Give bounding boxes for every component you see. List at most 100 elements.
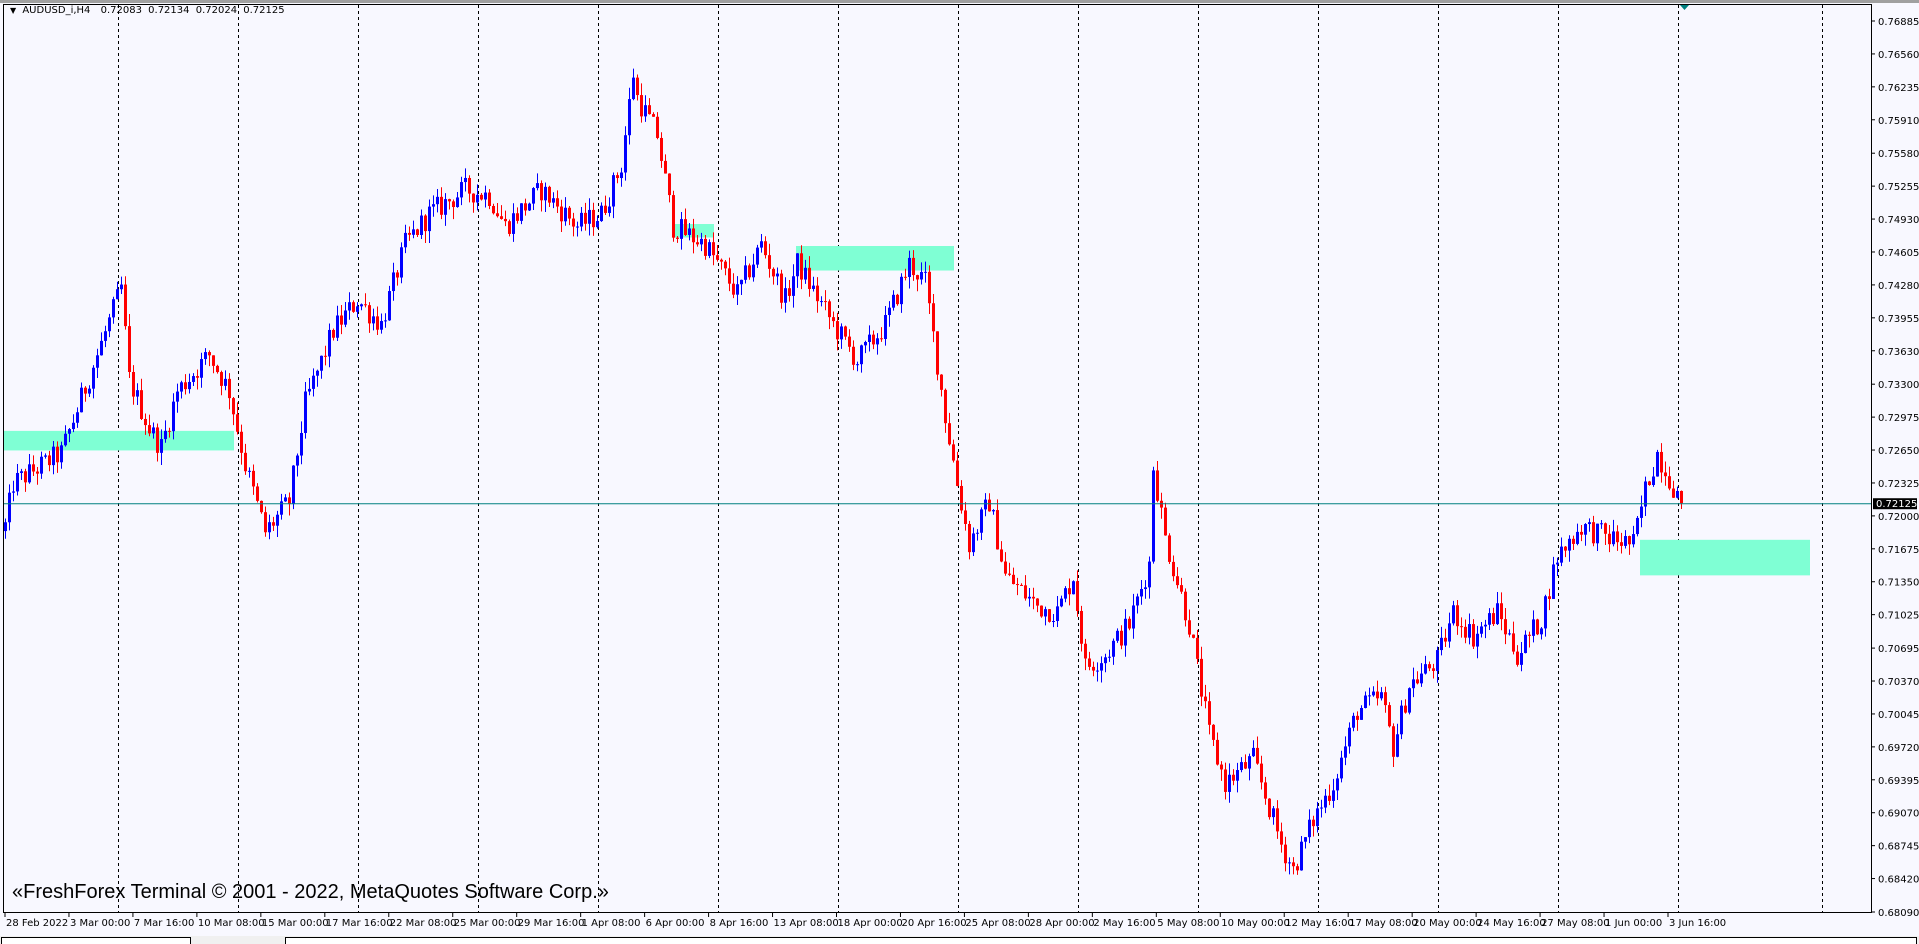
bull-candle bbox=[924, 271, 927, 273]
bear-candle bbox=[48, 455, 51, 466]
bull-candle bbox=[884, 315, 887, 339]
bear-candle bbox=[1680, 490, 1683, 504]
bear-candle bbox=[672, 195, 675, 238]
bull-candle bbox=[1044, 609, 1047, 617]
bear-candle bbox=[1660, 451, 1663, 473]
price-tick-label: 0.70045 bbox=[1878, 710, 1919, 721]
bull-candle bbox=[1520, 653, 1523, 665]
bear-candle bbox=[500, 216, 503, 219]
chart-shift-marker-icon[interactable] bbox=[1680, 5, 1689, 10]
bull-candle bbox=[840, 326, 843, 340]
bull-candle bbox=[972, 533, 975, 553]
bear-candle bbox=[1528, 634, 1531, 636]
bull-candle bbox=[1496, 603, 1499, 625]
bull-candle bbox=[100, 340, 103, 356]
bear-candle bbox=[332, 329, 335, 338]
price-tick-label: 0.69395 bbox=[1878, 776, 1919, 787]
bull-candle bbox=[1236, 770, 1239, 781]
bull-candle bbox=[596, 221, 599, 228]
zone-rectangle bbox=[4, 430, 234, 451]
bear-candle bbox=[468, 177, 471, 194]
bull-candle bbox=[1556, 562, 1559, 565]
bull-candle bbox=[20, 471, 23, 473]
bull-candle bbox=[512, 213, 515, 234]
time-axis[interactable]: 28 Feb 2022 3 Mar 00:00 7 Mar 16:00 10 Mar … bbox=[4, 912, 1726, 929]
bear-candle bbox=[1172, 561, 1175, 577]
bull-candle bbox=[856, 364, 859, 366]
price-tick-label: 0.72650 bbox=[1878, 446, 1919, 457]
bull-candle bbox=[304, 391, 307, 433]
bear-candle bbox=[712, 242, 715, 256]
bull-candle bbox=[1108, 656, 1111, 658]
bear-candle bbox=[1672, 488, 1675, 498]
bull-candle bbox=[464, 177, 467, 183]
triangle-down-icon[interactable]: ▼ bbox=[10, 6, 17, 15]
ohlc-open: 0.72083 bbox=[100, 5, 142, 16]
bull-candle bbox=[76, 412, 79, 423]
bear-candle bbox=[368, 305, 371, 324]
bull-candle bbox=[1636, 517, 1639, 535]
bull-candle bbox=[1100, 663, 1103, 671]
price-tick-label: 0.68090 bbox=[1878, 908, 1919, 919]
bear-candle bbox=[1616, 531, 1619, 543]
time-tick-label: 10 Mar 08:00 bbox=[198, 918, 265, 929]
bear-candle bbox=[504, 218, 507, 222]
price-tick-label: 0.71675 bbox=[1878, 545, 1919, 556]
bear-candle bbox=[772, 268, 775, 277]
bear-candle bbox=[648, 105, 651, 115]
price-tick-label: 0.74930 bbox=[1878, 215, 1919, 226]
chart-tab-area[interactable] bbox=[285, 937, 1917, 944]
bear-candle bbox=[168, 430, 171, 432]
bear-candle bbox=[1176, 576, 1179, 586]
bull-candle bbox=[1140, 589, 1143, 597]
price-tick-label: 0.75910 bbox=[1878, 116, 1919, 127]
bear-candle bbox=[340, 315, 343, 325]
bull-candle bbox=[756, 247, 759, 265]
bear-candle bbox=[912, 257, 915, 276]
bear-candle bbox=[1128, 618, 1131, 629]
time-tick-label: 24 May 16:00 bbox=[1477, 918, 1546, 929]
price-tick-label: 0.69720 bbox=[1878, 743, 1919, 754]
bear-candle bbox=[572, 218, 575, 227]
bull-candle bbox=[412, 229, 415, 235]
bull-candle bbox=[88, 388, 91, 394]
bear-candle bbox=[824, 301, 827, 303]
current-price-label: 0.72125 bbox=[1873, 498, 1917, 510]
time-tick-label: 7 Mar 16:00 bbox=[134, 918, 194, 929]
bear-candle bbox=[1092, 666, 1095, 671]
bear-candle bbox=[944, 389, 947, 424]
bear-candle bbox=[996, 510, 999, 550]
bear-candle bbox=[780, 273, 783, 303]
bull-candle bbox=[1568, 538, 1571, 551]
bear-candle bbox=[1356, 715, 1359, 720]
bull-candle bbox=[864, 341, 867, 346]
price-axis[interactable]: 0.76885 0.76560 0.76235 0.75910 0.75580 0.752… bbox=[1872, 17, 1919, 919]
bear-candle bbox=[1384, 692, 1387, 706]
bull-candle bbox=[700, 238, 703, 245]
price-tick-label: 0.73955 bbox=[1878, 314, 1919, 325]
bull-candle bbox=[52, 446, 55, 466]
bear-candle bbox=[936, 331, 939, 375]
ohlc-close: 0.72125 bbox=[243, 5, 285, 16]
bear-candle bbox=[1536, 619, 1539, 635]
bull-candle bbox=[536, 183, 539, 189]
chart-tab[interactable] bbox=[1, 937, 191, 944]
bear-candle bbox=[880, 338, 883, 340]
bull-candle bbox=[60, 445, 63, 463]
bear-candle bbox=[1608, 533, 1611, 545]
bear-candle bbox=[848, 336, 851, 347]
bull-candle bbox=[1272, 808, 1275, 818]
time-tick-label: 29 Mar 16:00 bbox=[518, 918, 585, 929]
bull-candle bbox=[120, 284, 123, 290]
bear-candle bbox=[364, 304, 367, 306]
time-tick-label: 6 Apr 00:00 bbox=[646, 918, 705, 929]
bull-candle bbox=[344, 310, 347, 325]
bear-candle bbox=[1444, 637, 1447, 642]
bear-candle bbox=[1024, 585, 1027, 599]
bull-candle bbox=[116, 289, 119, 300]
bear-candle bbox=[524, 203, 527, 211]
bear-candle bbox=[376, 316, 379, 330]
bear-candle bbox=[1164, 507, 1167, 536]
bull-candle bbox=[708, 242, 711, 256]
